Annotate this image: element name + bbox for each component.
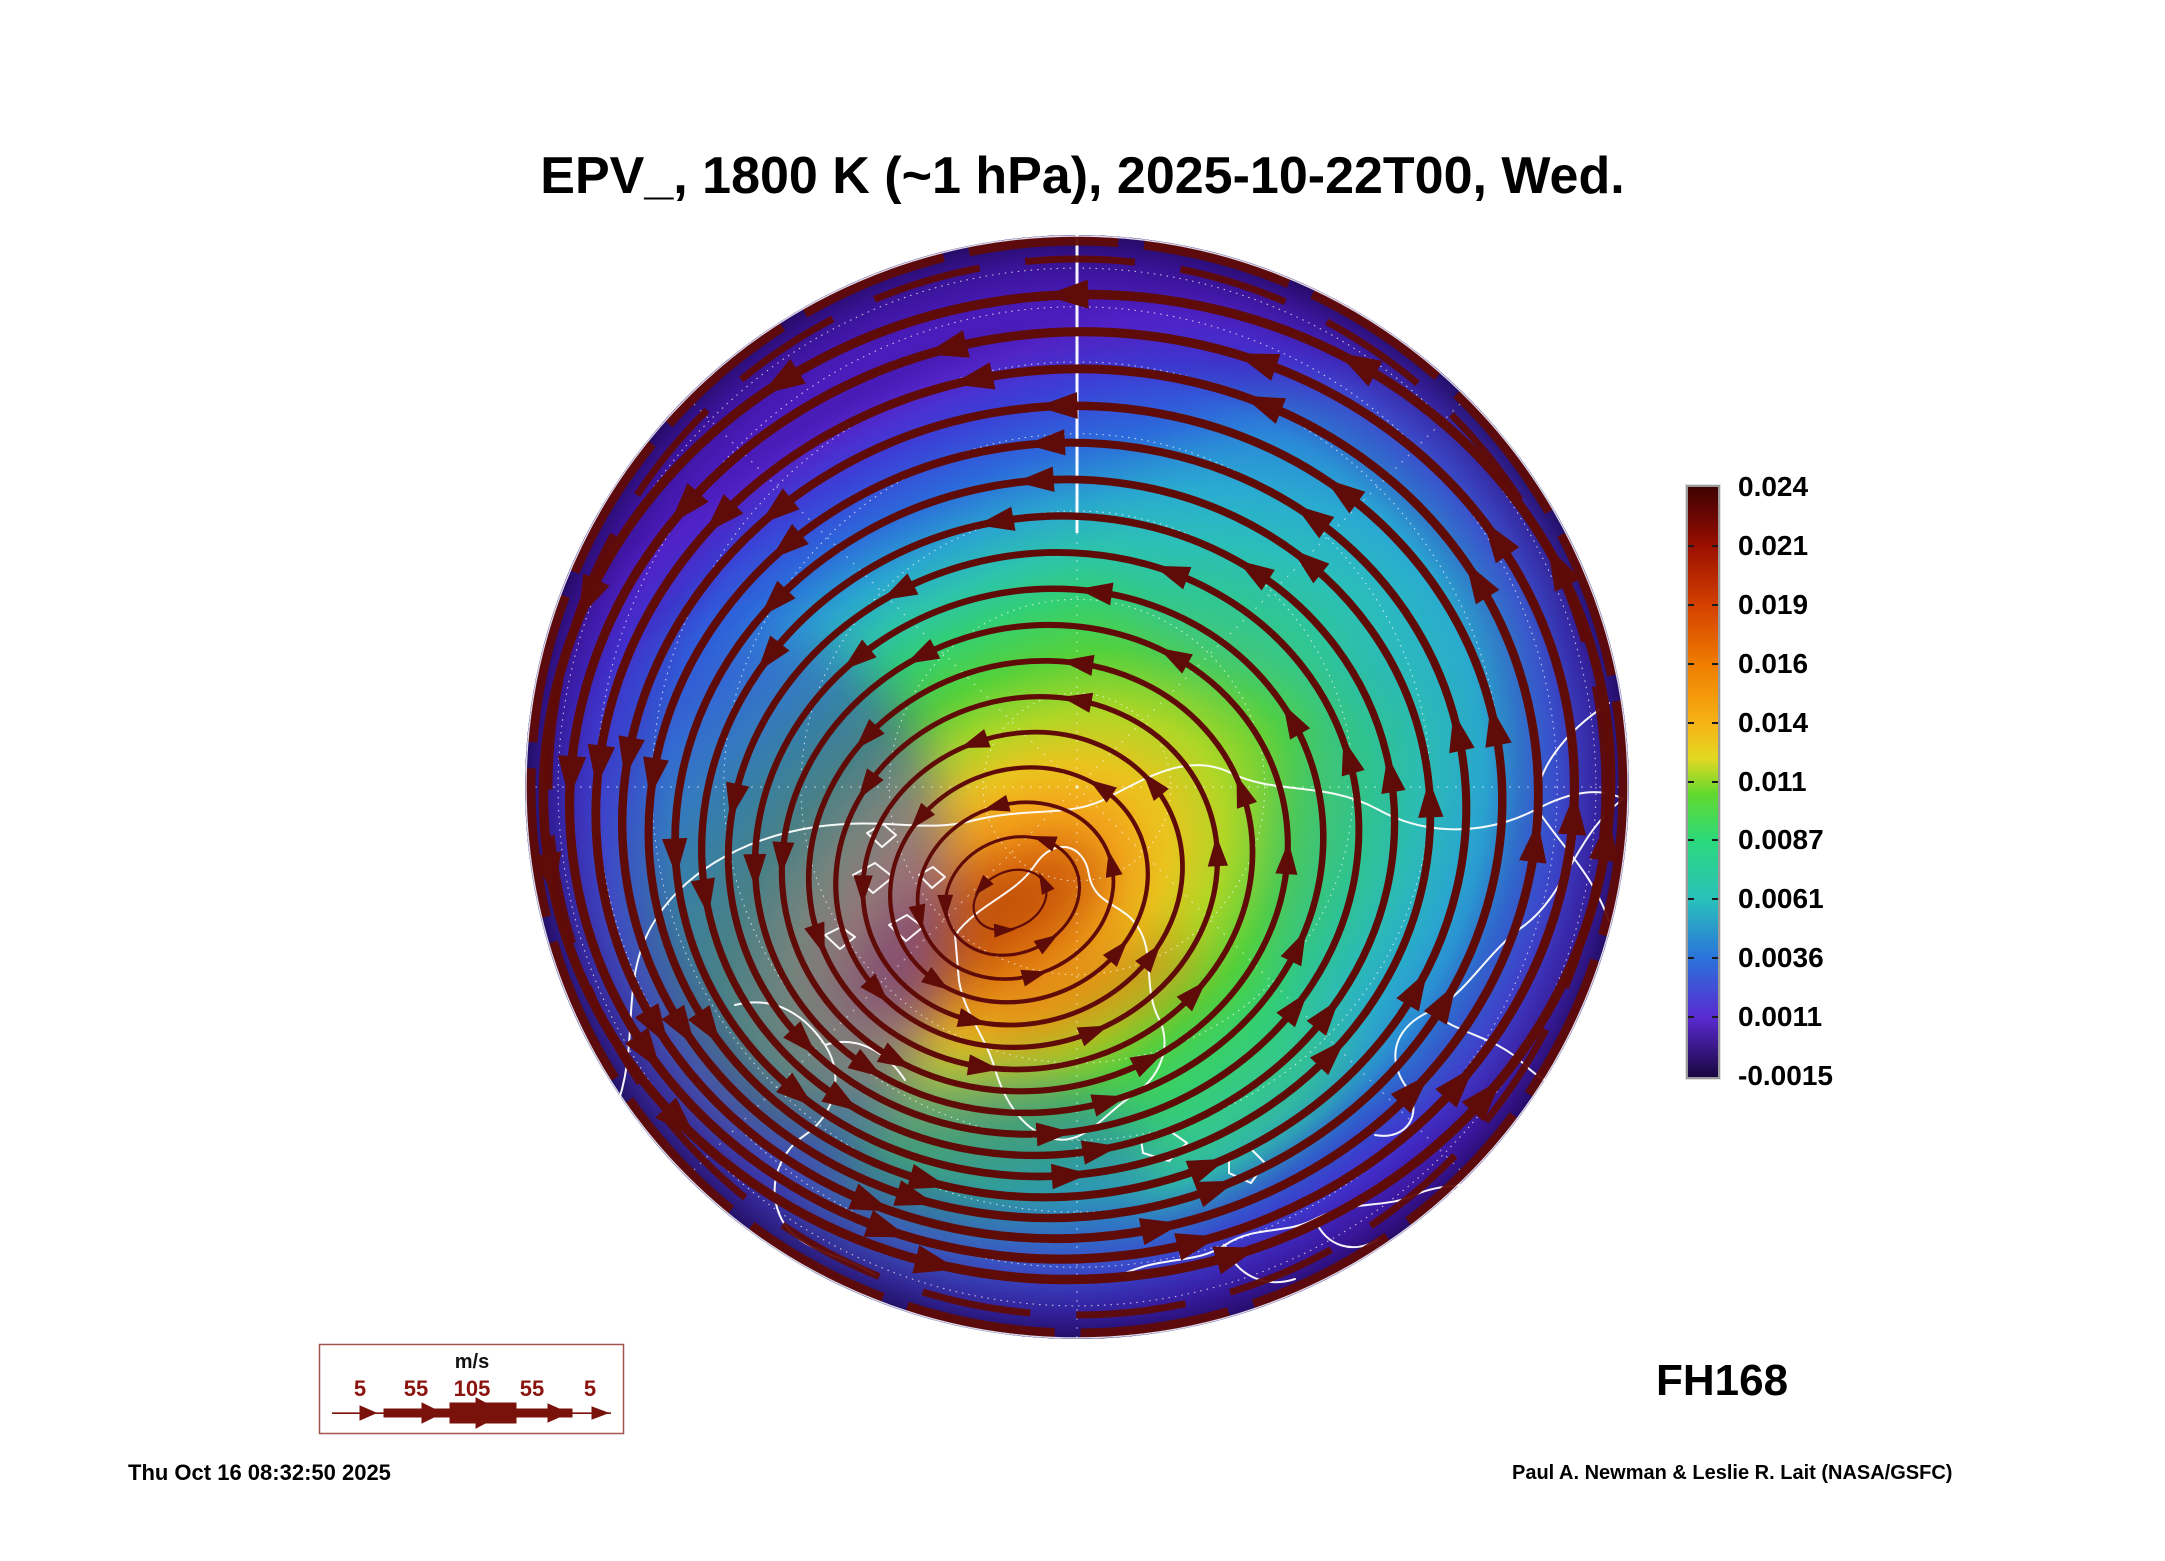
colorbar-tick-label: 0.016 <box>1738 647 1809 679</box>
wind-legend-speed-labels: 5 55 105 55 5 <box>354 1376 596 1401</box>
colorbar-tick-mark <box>1712 1016 1718 1019</box>
colorbar-tick-label: 0.019 <box>1738 588 1809 620</box>
wind-speed-label: 5 <box>354 1376 366 1401</box>
wind-speed-label: 5 <box>584 1376 596 1401</box>
colorbar-tick-mark <box>1688 957 1694 960</box>
colorbar-tick-label: 0.0061 <box>1738 883 1824 915</box>
colorbar-tick-mark <box>1688 721 1694 724</box>
colorbar-tick-mark <box>1688 839 1694 842</box>
colorbar-tick-label: 0.0087 <box>1738 824 1824 856</box>
colorbar-tick-label: 0.024 <box>1738 471 1809 502</box>
colorbar-tick-mark <box>1712 544 1718 547</box>
wind-speed-legend: m/s 5 55 105 55 5 <box>318 1343 625 1435</box>
colorbar-tick-mark <box>1712 603 1718 606</box>
plot-title: EPV_, 1800 K (~1 hPa), 2025-10-22T00, We… <box>540 147 1625 205</box>
colorbar-tick-label: 0.014 <box>1738 706 1809 738</box>
colorbar-tick-mark <box>1712 780 1718 783</box>
wind-speed-label: 55 <box>404 1376 428 1401</box>
wind-speed-label: 55 <box>520 1376 544 1401</box>
wind-legend-border <box>318 1343 625 1435</box>
wind-barb-scale-icon <box>332 1397 611 1429</box>
colorbar-tick-mark <box>1688 603 1694 606</box>
colorbar: 0.024 0.021 0.019 0.016 0.014 0.011 0.0087 0.00… <box>1686 471 1946 1091</box>
epv-map <box>525 235 1629 1339</box>
forecast-hour-label: FH168 <box>1656 1356 1789 1405</box>
colorbar-tick-mark <box>1712 662 1718 665</box>
colorbar-tick-mark <box>1688 662 1694 665</box>
colorbar-tick-mark <box>1688 1016 1694 1019</box>
colorbar-tick-label: 0.0036 <box>1738 942 1824 974</box>
credit-line: Paul A. Newman & Leslie R. Lait (NASA/GS… <box>1512 1462 1953 1484</box>
colorbar-labels: 0.024 0.021 0.019 0.016 0.014 0.011 0.0087 0.00… <box>1738 471 1938 1091</box>
colorbar-tick-mark <box>1712 957 1718 960</box>
colorbar-gradient <box>1686 485 1720 1079</box>
colorbar-tick-label: 0.021 <box>1738 529 1809 561</box>
colorbar-tick-label: -0.0015 <box>1738 1060 1833 1091</box>
colorbar-tick-mark <box>1712 898 1718 901</box>
colorbar-tick-label: 0.011 <box>1738 765 1807 797</box>
wind-legend-units-label: m/s <box>455 1351 489 1373</box>
colorbar-tick-mark <box>1712 839 1718 842</box>
colorbar-tick-mark <box>1712 721 1718 724</box>
colorbar-tick-mark <box>1688 780 1694 783</box>
colorbar-tick-mark <box>1688 898 1694 901</box>
colorbar-tick-label: 0.0011 <box>1738 1001 1823 1033</box>
wind-speed-label: 105 <box>454 1376 491 1401</box>
creation-timestamp: Thu Oct 16 08:32:50 2025 <box>128 1460 391 1485</box>
colorbar-tick-mark <box>1688 544 1694 547</box>
